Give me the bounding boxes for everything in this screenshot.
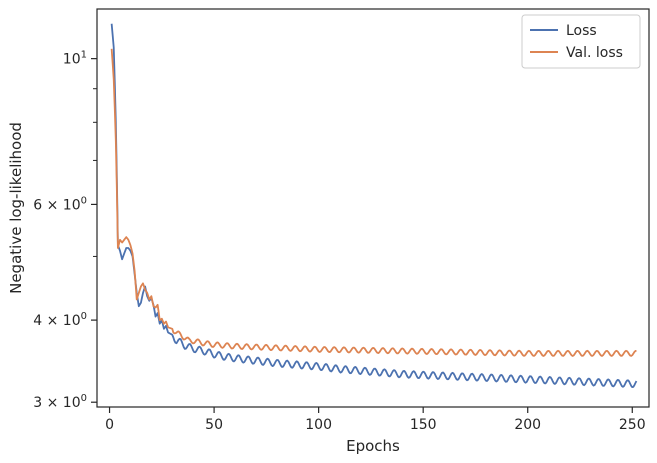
legend: Loss Val. loss [521, 14, 641, 69]
series-line-val-loss [110, 48, 637, 357]
y-tick-label-exponent: 0 [81, 311, 87, 322]
series-group [110, 23, 638, 389]
y-tick-label-base: 6 × 10 [33, 197, 80, 213]
y-tick-label-base: 3 × 10 [33, 395, 80, 411]
legend-label: Loss [566, 23, 597, 39]
series-line-loss [110, 23, 638, 389]
x-axis-ticks: 0 50 100 150 200 250 [105, 407, 646, 433]
x-tick-label: 250 [619, 417, 646, 433]
plot-frame [96, 8, 650, 408]
x-axis-label: Epochs [346, 437, 400, 455]
y-tick-label-base: 4 × 10 [33, 313, 80, 329]
y-axis-label: Negative log-likelihood [7, 122, 25, 294]
x-tick-label: 0 [105, 417, 114, 433]
y-tick-label: 6 × 100 [33, 195, 87, 213]
y-tick-label-exponent: 1 [81, 50, 87, 61]
y-tick-label-base: 10 [63, 52, 81, 68]
x-tick-label: 100 [305, 417, 332, 433]
x-tick-label: 200 [514, 417, 541, 433]
y-tick-label: 101 [63, 50, 87, 68]
x-tick-label: 50 [205, 417, 223, 433]
legend-label: Val. loss [566, 45, 623, 61]
y-tick-label-exponent: 0 [81, 195, 87, 206]
y-tick-label-exponent: 0 [81, 393, 87, 404]
legend-box [521, 14, 641, 69]
y-tick-label: 4 × 100 [33, 311, 87, 329]
y-tick-label: 3 × 100 [33, 393, 87, 411]
x-tick-label: 150 [410, 417, 437, 433]
